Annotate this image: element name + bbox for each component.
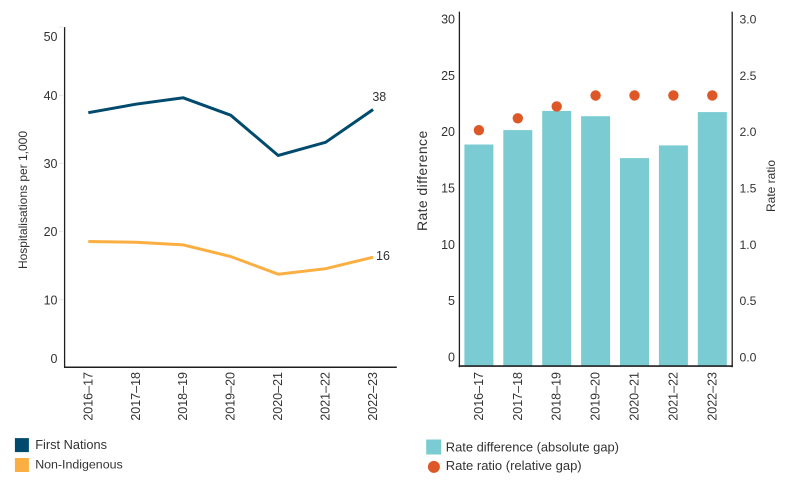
svg-text:2018–19: 2018–19 xyxy=(550,372,564,421)
svg-text:0.5: 0.5 xyxy=(740,294,757,308)
svg-text:30: 30 xyxy=(441,13,455,27)
svg-text:2018–19: 2018–19 xyxy=(176,372,190,421)
svg-text:2022–23: 2022–23 xyxy=(366,372,380,421)
svg-text:50: 50 xyxy=(44,30,58,44)
svg-text:First Nations: First Nations xyxy=(35,437,107,452)
svg-text:2019–20: 2019–20 xyxy=(224,372,238,421)
svg-text:Rate difference (absolute gap): Rate difference (absolute gap) xyxy=(446,439,619,454)
svg-text:2017–18: 2017–18 xyxy=(129,372,143,421)
svg-text:2.5: 2.5 xyxy=(740,69,757,83)
svg-text:5: 5 xyxy=(448,294,455,308)
svg-text:2019–20: 2019–20 xyxy=(589,372,603,421)
svg-text:15: 15 xyxy=(441,182,455,196)
svg-text:Rate ratio: Rate ratio xyxy=(764,160,778,212)
svg-text:2021–22: 2021–22 xyxy=(319,372,333,421)
svg-text:2021–22: 2021–22 xyxy=(666,372,680,421)
svg-text:16: 16 xyxy=(376,249,390,263)
svg-text:2016–17: 2016–17 xyxy=(81,372,95,421)
svg-text:2020–21: 2020–21 xyxy=(271,372,285,421)
svg-text:Hospitalisations per 1,000: Hospitalisations per 1,000 xyxy=(16,131,30,269)
svg-text:0: 0 xyxy=(51,352,58,366)
svg-text:2.0: 2.0 xyxy=(740,125,757,139)
svg-text:2020–21: 2020–21 xyxy=(628,372,642,421)
svg-text:2017–18: 2017–18 xyxy=(511,372,525,421)
svg-text:38: 38 xyxy=(372,90,386,104)
svg-text:20: 20 xyxy=(44,225,58,239)
svg-text:Non-Indigenous: Non-Indigenous xyxy=(35,457,123,471)
svg-text:2016–17: 2016–17 xyxy=(472,372,486,421)
svg-text:10: 10 xyxy=(44,293,58,307)
svg-text:0.0: 0.0 xyxy=(740,351,757,365)
svg-text:Rate difference: Rate difference xyxy=(414,130,430,231)
svg-text:40: 40 xyxy=(44,89,58,103)
svg-text:2022–23: 2022–23 xyxy=(705,372,719,421)
svg-text:3.0: 3.0 xyxy=(740,13,757,27)
svg-text:1.0: 1.0 xyxy=(740,238,757,252)
svg-text:Rate ratio (relative gap): Rate ratio (relative gap) xyxy=(446,458,582,473)
svg-text:10: 10 xyxy=(441,238,455,252)
svg-text:0: 0 xyxy=(448,351,455,365)
svg-text:30: 30 xyxy=(44,157,58,171)
svg-text:20: 20 xyxy=(441,125,455,139)
svg-text:1.5: 1.5 xyxy=(740,182,757,196)
svg-text:25: 25 xyxy=(441,69,455,83)
